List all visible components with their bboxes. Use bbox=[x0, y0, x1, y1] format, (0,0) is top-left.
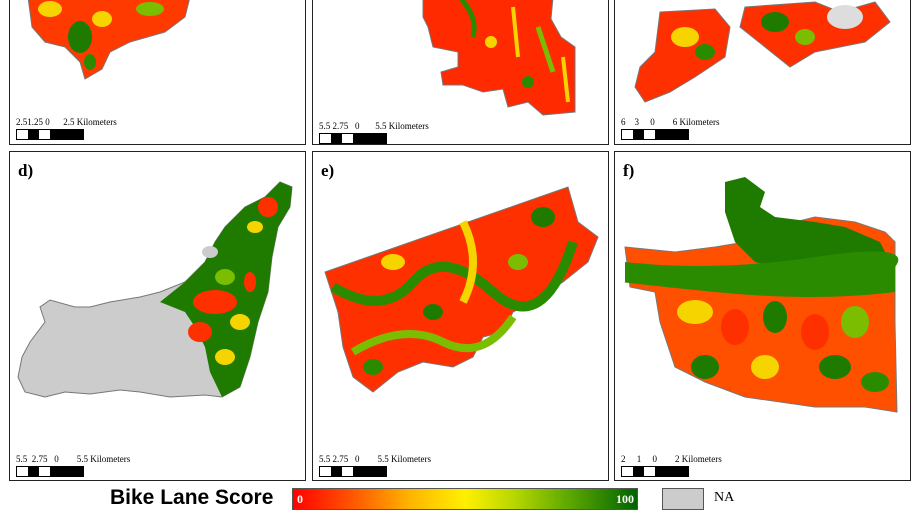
panel-label-f: f) bbox=[623, 161, 635, 180]
panel-label-d: d) bbox=[18, 161, 34, 180]
map-c bbox=[634, 1, 891, 103]
map-panel-a: 2.51.25 0 2.5 Kilometers bbox=[9, 0, 306, 145]
scale-bar-e: 5.5 2.75 0 5.5 Kilometers bbox=[319, 454, 431, 477]
na-label: NA bbox=[714, 490, 735, 505]
map-a bbox=[27, 0, 190, 80]
legend: Bike Lane Score 0 100 NA bbox=[0, 486, 918, 517]
panel-label-e: e) bbox=[321, 161, 335, 180]
map-panel-d: d) 5.5 2.75 0 5.5 Kilometers bbox=[9, 151, 306, 481]
ramp-min-label: 0 bbox=[297, 492, 303, 506]
map-panel-b: 5.5 2.75 0 5.5 Kilometers bbox=[312, 0, 609, 145]
color-ramp: 0 100 bbox=[292, 488, 638, 510]
scale-bar-f: 2 1 0 2 Kilometers bbox=[621, 454, 722, 477]
map-panel-c: 6 3 0 6 Kilometers bbox=[614, 0, 911, 145]
scale-bar-d: 5.5 2.75 0 5.5 Kilometers bbox=[16, 454, 130, 477]
scale-bar-b: 5.5 2.75 0 5.5 Kilometers bbox=[319, 121, 429, 144]
scale-bar-c: 6 3 0 6 Kilometers bbox=[621, 117, 720, 140]
legend-title: Bike Lane Score bbox=[110, 486, 274, 509]
na-swatch bbox=[662, 488, 704, 510]
map-panel-f: f) 2 1 0 2 Kilometers bbox=[614, 151, 911, 481]
map-e bbox=[324, 186, 599, 393]
scale-bar-a: 2.51.25 0 2.5 Kilometers bbox=[16, 117, 117, 140]
map-panel-e: e) 5.5 2.75 0 5.5 Kilometers bbox=[312, 151, 609, 481]
map-f bbox=[624, 177, 899, 413]
ramp-max-label: 100 bbox=[616, 492, 634, 506]
map-d bbox=[17, 181, 293, 398]
map-b bbox=[422, 0, 576, 116]
